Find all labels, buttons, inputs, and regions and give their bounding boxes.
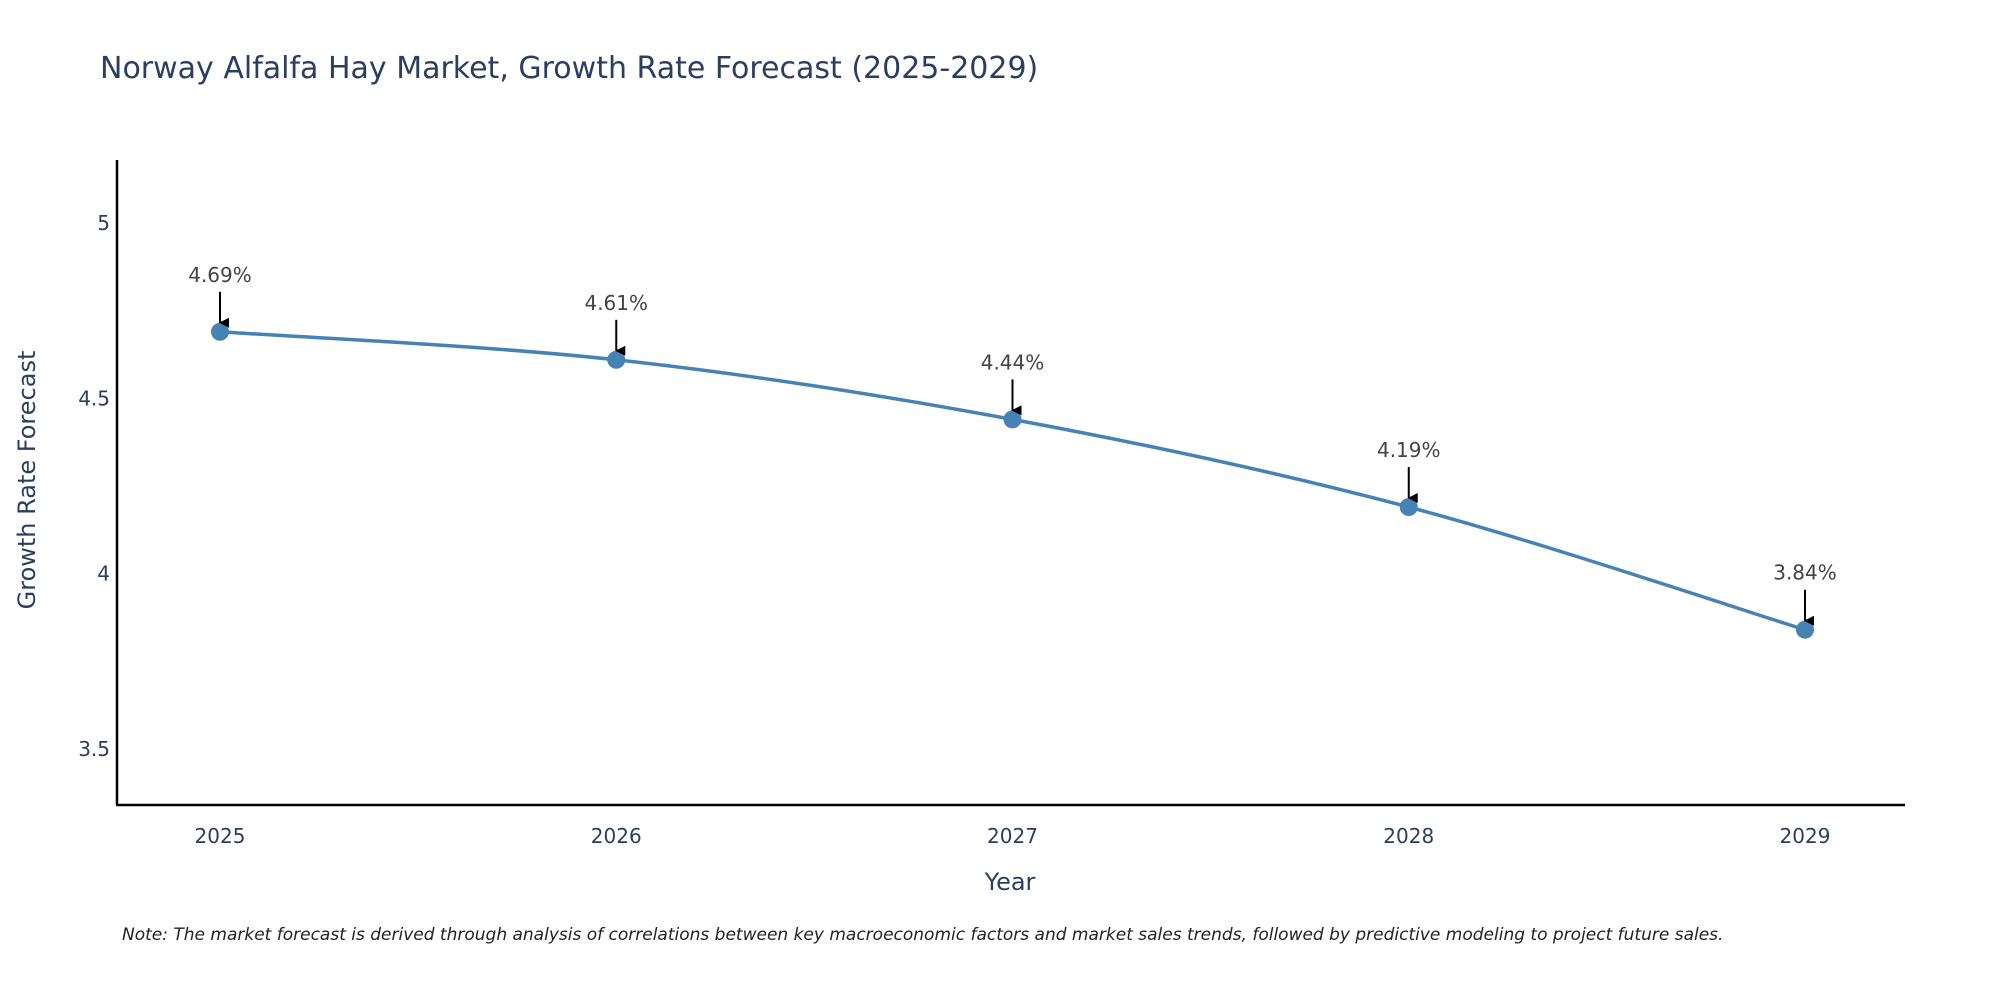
x-axis-title: Year [984, 868, 1036, 896]
y-tick-label: 4 [97, 562, 110, 586]
data-point [1003, 410, 1022, 429]
y-tick-label: 3.5 [78, 737, 110, 761]
x-tick-label: 2028 [1383, 824, 1434, 848]
y-tick-label: 5 [97, 211, 110, 235]
data-label: 4.69% [188, 263, 252, 287]
data-label: 3.84% [1773, 561, 1837, 585]
x-tick-label: 2029 [1780, 824, 1831, 848]
data-point [1399, 498, 1418, 517]
data-point [1796, 620, 1814, 639]
data-label: 4.44% [981, 350, 1045, 374]
x-tick-label: 2027 [987, 824, 1038, 848]
plot-area: 3.5 4 4.5 5 2025 2026 2027 2028 2029 4.69% 4.61% 4.… [78, 160, 1905, 848]
x-tick-label: 2026 [591, 824, 642, 848]
x-tick-label: 2025 [195, 824, 246, 848]
chart-title: Norway Alfalfa Hay Market, Growth Rate F… [100, 51, 1038, 86]
y-tick-label: 4.5 [78, 386, 110, 410]
y-axis-title: Growth Rate Forecast [13, 351, 41, 610]
data-point [607, 350, 626, 369]
data-label: 4.61% [584, 291, 648, 315]
data-label: 4.19% [1377, 438, 1441, 462]
chart-note: Note: The market forecast is derived thr… [122, 925, 1723, 945]
data-point [211, 322, 229, 341]
series-line [219, 330, 1806, 632]
